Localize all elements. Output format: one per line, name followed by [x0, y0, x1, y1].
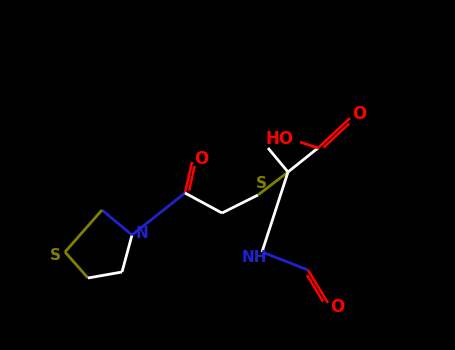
- Text: NH: NH: [241, 250, 267, 265]
- Text: O: O: [352, 105, 366, 123]
- Text: S: S: [256, 175, 267, 190]
- Text: O: O: [330, 298, 344, 316]
- Text: N: N: [136, 225, 148, 240]
- Text: O: O: [194, 150, 208, 168]
- Text: HO: HO: [266, 130, 294, 148]
- Text: S: S: [50, 247, 61, 262]
